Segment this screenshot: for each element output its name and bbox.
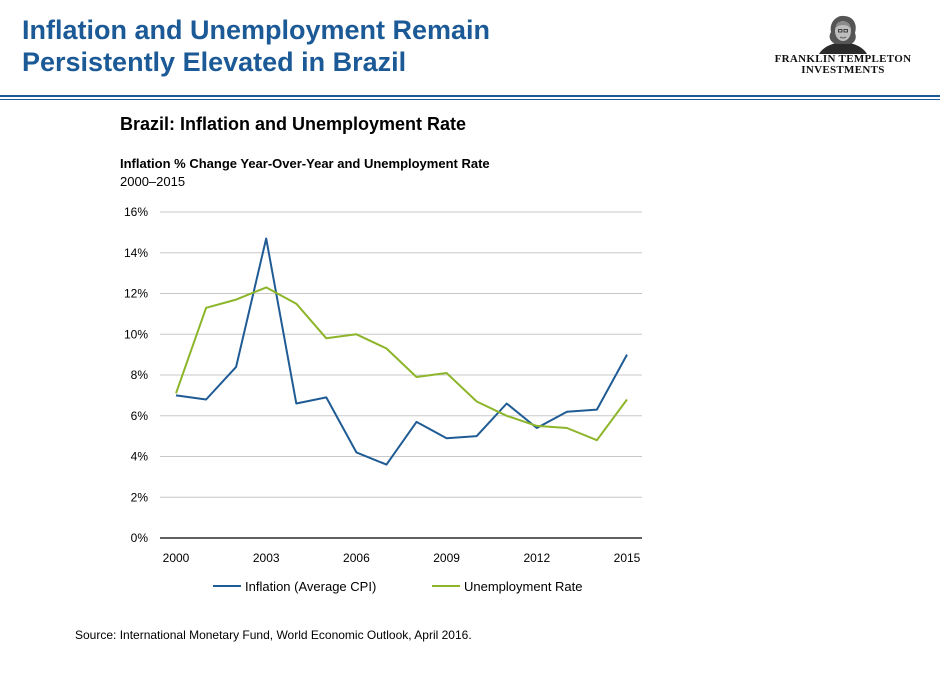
y-tick-label: 8% bbox=[131, 368, 149, 382]
x-tick-label: 2015 bbox=[614, 551, 641, 565]
x-tick-label: 2006 bbox=[343, 551, 370, 565]
slide-title-line-2: Persistently Elevated in Brazil bbox=[22, 47, 407, 77]
x-tick-label: 2009 bbox=[433, 551, 460, 565]
series-lines bbox=[175, 237, 628, 466]
y-tick-label: 4% bbox=[131, 450, 149, 464]
x-tick-label: 2012 bbox=[523, 551, 550, 565]
gridlines bbox=[160, 211, 642, 498]
y-axis-ticks: 0% 2% 4% 6% 8% 10% 12% 14% 16% bbox=[124, 205, 148, 545]
logo-wordmark-line-2: INVESTMENTS bbox=[801, 64, 885, 76]
logo-wordmark-line-1: FRANKLIN TEMPLETON bbox=[774, 53, 912, 65]
legend: Inflation (Average CPI) Unemployment Rate bbox=[213, 579, 583, 594]
y-tick-label: 6% bbox=[131, 409, 149, 423]
y-tick-label: 14% bbox=[124, 246, 148, 260]
x-axis-ticks: 2000 2003 2006 2009 2012 2015 bbox=[163, 551, 641, 565]
y-tick-label: 10% bbox=[124, 327, 148, 341]
y-tick-label: 0% bbox=[131, 531, 149, 545]
y-tick-label: 12% bbox=[124, 287, 148, 301]
source-note: Source: International Monetary Fund, Wor… bbox=[75, 628, 472, 642]
y-tick-label: 16% bbox=[124, 205, 148, 219]
header-divider-thick bbox=[0, 95, 940, 97]
slide-title: Inflation and Unemployment Remain Persis… bbox=[22, 14, 490, 78]
y-tick-label: 2% bbox=[131, 490, 149, 504]
legend-label-unemployment: Unemployment Rate bbox=[464, 579, 583, 594]
benjamin-franklin-portrait-icon bbox=[819, 15, 867, 54]
chart-subtitle: Inflation % Change Year-Over-Year and Un… bbox=[120, 156, 490, 171]
inflation-series-line bbox=[175, 237, 628, 466]
slide-title-line-1: Inflation and Unemployment Remain bbox=[22, 15, 491, 45]
franklin-templeton-logo: FRANKLIN TEMPLETON INVESTMENTS bbox=[768, 14, 918, 76]
chart-period: 2000–2015 bbox=[120, 174, 186, 189]
x-tick-label: 2003 bbox=[253, 551, 280, 565]
header-divider-thin bbox=[0, 99, 940, 100]
legend-label-inflation: Inflation (Average CPI) bbox=[245, 579, 376, 594]
chart-title: Brazil: Inflation and Unemployment Rate bbox=[120, 114, 467, 134]
unemployment-series-line bbox=[175, 286, 628, 442]
x-tick-label: 2000 bbox=[163, 551, 190, 565]
